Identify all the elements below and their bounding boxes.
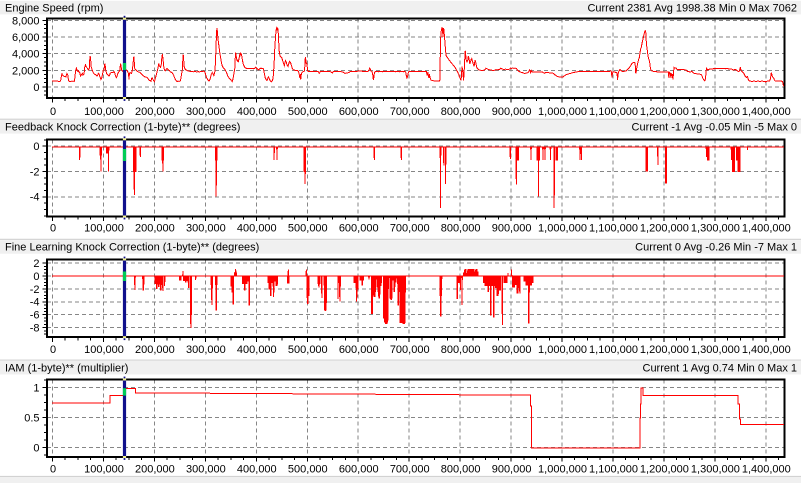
svg-text:1,000,000: 1,000,000 [538,464,587,476]
svg-text:-2: -2 [30,166,40,178]
svg-text:700,000: 700,000 [390,106,430,118]
svg-text:Engine Speed (rpm): Engine Speed (rpm) [5,2,103,14]
svg-text:900,000: 900,000 [492,344,532,356]
svg-text:0.5: 0.5 [24,413,39,425]
svg-text:1,100,000: 1,100,000 [589,106,638,118]
svg-text:4,000: 4,000 [12,49,40,61]
svg-text:800,000: 800,000 [441,223,481,235]
svg-text:200,000: 200,000 [135,223,175,235]
svg-text:1,200,000: 1,200,000 [640,106,689,118]
svg-text:Current 0 Avg -0.26 Min -7 Max: Current 0 Avg -0.26 Min -7 Max 1 [635,242,797,254]
svg-text:1,100,000: 1,100,000 [589,223,638,235]
svg-text:600,000: 600,000 [339,344,379,356]
svg-text:1,400,000: 1,400,000 [742,344,791,356]
svg-text:400,000: 400,000 [237,344,277,356]
svg-text:500,000: 500,000 [288,223,328,235]
svg-text:1,000,000: 1,000,000 [538,223,587,235]
svg-text:0: 0 [50,223,56,235]
svg-text:500,000: 500,000 [288,106,328,118]
svg-text:1,300,000: 1,300,000 [691,344,740,356]
svg-text:100,000: 100,000 [84,106,124,118]
svg-text:500,000: 500,000 [288,464,328,476]
svg-text:1,200,000: 1,200,000 [640,464,689,476]
svg-text:1: 1 [33,383,39,395]
svg-text:300,000: 300,000 [186,223,226,235]
svg-text:1,400,000: 1,400,000 [742,223,791,235]
svg-text:Current 1 Avg 0.74 Min 0 Max 1: Current 1 Avg 0.74 Min 0 Max 1 [643,363,798,375]
svg-text:400,000: 400,000 [237,106,277,118]
svg-text:700,000: 700,000 [390,223,430,235]
svg-text:0: 0 [50,106,56,118]
svg-text:1,400,000: 1,400,000 [742,464,791,476]
svg-text:600,000: 600,000 [339,106,379,118]
svg-text:900,000: 900,000 [492,464,532,476]
svg-text:1,200,000: 1,200,000 [640,344,689,356]
svg-text:0: 0 [33,82,39,94]
svg-text:100,000: 100,000 [84,464,124,476]
svg-text:400,000: 400,000 [237,464,277,476]
svg-text:Current 2381 Avg 1998.38 Min 0: Current 2381 Avg 1998.38 Min 0 Max 7062 [587,2,797,14]
svg-text:400,000: 400,000 [237,223,277,235]
svg-text:900,000: 900,000 [492,106,532,118]
svg-text:600,000: 600,000 [339,223,379,235]
svg-text:200,000: 200,000 [135,344,175,356]
svg-text:-6: -6 [30,310,40,322]
svg-text:1,100,000: 1,100,000 [589,464,638,476]
svg-text:900,000: 900,000 [492,223,532,235]
svg-text:1,000,000: 1,000,000 [538,106,587,118]
svg-text:Fine Learning Knock Correction: Fine Learning Knock Correction (1-byte)*… [5,242,259,254]
svg-text:0: 0 [50,464,56,476]
svg-text:-2: -2 [30,284,40,296]
svg-text:Current -1 Avg -0.05 Min -5 Ma: Current -1 Avg -0.05 Min -5 Max 0 [632,122,797,134]
svg-text:700,000: 700,000 [390,344,430,356]
svg-text:800,000: 800,000 [441,464,481,476]
svg-text:800,000: 800,000 [441,344,481,356]
svg-text:0: 0 [33,443,39,455]
svg-text:2: 2 [33,258,39,270]
svg-text:-4: -4 [30,192,40,204]
svg-text:100,000: 100,000 [84,344,124,356]
svg-text:1,100,000: 1,100,000 [589,344,638,356]
svg-text:600,000: 600,000 [339,464,379,476]
svg-text:0: 0 [33,271,39,283]
svg-text:200,000: 200,000 [135,464,175,476]
svg-text:300,000: 300,000 [186,464,226,476]
svg-text:1,400,000: 1,400,000 [742,106,791,118]
svg-text:0: 0 [33,141,39,153]
svg-text:300,000: 300,000 [186,344,226,356]
svg-text:700,000: 700,000 [390,464,430,476]
svg-text:-4: -4 [30,297,40,309]
svg-text:1,000,000: 1,000,000 [538,344,587,356]
svg-text:2,000: 2,000 [12,65,40,77]
svg-text:100,000: 100,000 [84,223,124,235]
svg-text:1,300,000: 1,300,000 [691,223,740,235]
svg-text:-8: -8 [30,323,40,335]
svg-text:1,300,000: 1,300,000 [691,106,740,118]
svg-text:300,000: 300,000 [186,106,226,118]
svg-text:1,200,000: 1,200,000 [640,223,689,235]
svg-text:1,300,000: 1,300,000 [691,464,740,476]
svg-text:200,000: 200,000 [135,106,175,118]
svg-text:Feedback Knock Correction (1-b: Feedback Knock Correction (1-byte)** (de… [5,122,240,134]
svg-text:6,000: 6,000 [12,32,40,44]
svg-text:0: 0 [50,344,56,356]
svg-text:800,000: 800,000 [441,106,481,118]
svg-text:IAM (1-byte)** (multiplier): IAM (1-byte)** (multiplier) [5,363,128,375]
svg-text:8,000: 8,000 [12,15,40,27]
svg-text:500,000: 500,000 [288,344,328,356]
